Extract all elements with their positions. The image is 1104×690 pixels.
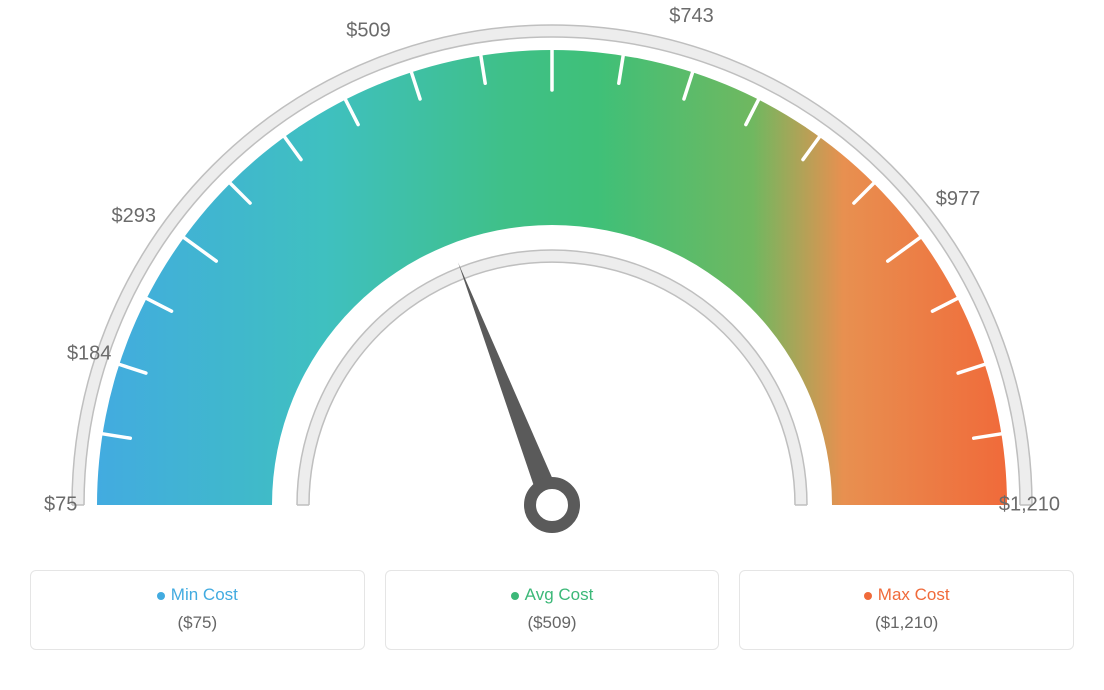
svg-text:$75: $75: [44, 493, 77, 515]
gauge-svg: $75 $184 $293 $509 $743 $977 $1,210: [0, 0, 1104, 560]
legend-avg-value: ($509): [396, 613, 709, 633]
legend-min-value: ($75): [41, 613, 354, 633]
legend-max-value: ($1,210): [750, 613, 1063, 633]
svg-text:$293: $293: [111, 205, 156, 227]
legend-max-box: Max Cost ($1,210): [739, 570, 1074, 650]
svg-text:$977: $977: [936, 188, 981, 210]
legend-max-label: Max Cost: [750, 585, 1063, 605]
legend-row: Min Cost ($75) Avg Cost ($509) Max Cost …: [0, 570, 1104, 650]
legend-min-label: Min Cost: [41, 585, 354, 605]
legend-min-box: Min Cost ($75): [30, 570, 365, 650]
legend-min-label-text: Min Cost: [171, 585, 238, 604]
legend-avg-label-text: Avg Cost: [525, 585, 594, 604]
legend-max-dot: [864, 592, 872, 600]
legend-avg-dot: [511, 592, 519, 600]
svg-text:$1,210: $1,210: [999, 493, 1060, 515]
gauge-chart: $75 $184 $293 $509 $743 $977 $1,210: [0, 0, 1104, 560]
legend-min-dot: [157, 592, 165, 600]
svg-text:$509: $509: [346, 20, 391, 42]
legend-max-label-text: Max Cost: [878, 585, 950, 604]
legend-avg-box: Avg Cost ($509): [385, 570, 720, 650]
cost-gauge-container: $75 $184 $293 $509 $743 $977 $1,210 Min Cost (…: [0, 0, 1104, 690]
legend-avg-label: Avg Cost: [396, 585, 709, 605]
svg-text:$743: $743: [669, 5, 714, 27]
svg-text:$184: $184: [67, 342, 112, 364]
